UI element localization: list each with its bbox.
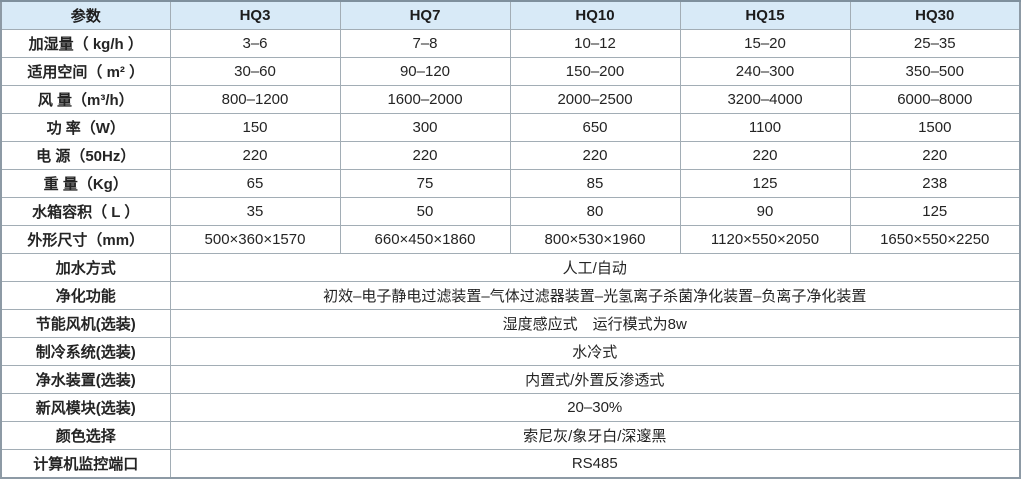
cell-value-span: 初效–电子静电过滤装置–气体过滤器装置–光氢离子杀菌净化装置–负离子净化装置 [169,281,1021,310]
row-label: 适用空间（ m² ） [0,57,171,86]
cell-value: 1100 [679,113,851,142]
row-label: 净化功能 [0,281,171,310]
cell-value: 85 [509,169,681,198]
row-label: 制冷系统(选装) [0,337,171,366]
cell-value: 90 [679,197,851,226]
cell-value-span: 索尼灰/象牙白/深邃黑 [169,421,1021,450]
cell-value: 350–500 [849,57,1021,86]
cell-value: 25–35 [849,29,1021,58]
cell-value: 238 [849,169,1021,198]
cell-value: 800×530×1960 [509,225,681,254]
table-row-applicable-space: 适用空间（ m² ） 30–60 90–120 150–200 240–300 … [0,57,1021,86]
table-row-humidification: 加湿量（ kg/h ） 3–6 7–8 10–12 15–20 25–35 [0,29,1021,58]
row-label: 外形尺寸（mm） [0,225,171,254]
row-label: 净水装置(选装) [0,365,171,394]
column-header-hq15: HQ15 [679,0,851,30]
cell-value: 1120×550×2050 [679,225,851,254]
header-row: 参数 HQ3 HQ7 HQ10 HQ15 HQ30 [0,0,1021,30]
cell-value: 7–8 [339,29,511,58]
cell-value: 220 [849,141,1021,170]
cell-value: 240–300 [679,57,851,86]
cell-value: 50 [339,197,511,226]
table-row-dimensions: 外形尺寸（mm） 500×360×1570 660×450×1860 800×5… [0,225,1021,254]
column-header-hq3: HQ3 [169,0,341,30]
cell-value: 125 [849,197,1021,226]
row-label: 加水方式 [0,253,171,282]
row-label: 节能风机(选装) [0,309,171,338]
cell-value: 15–20 [679,29,851,58]
column-header-hq7: HQ7 [339,0,511,30]
table-header: 参数 HQ3 HQ7 HQ10 HQ15 HQ30 [0,0,1021,30]
cell-value: 220 [339,141,511,170]
row-label: 重 量（Kg） [0,169,171,198]
row-label: 加湿量（ kg/h ） [0,29,171,58]
cell-value: 500×360×1570 [169,225,341,254]
row-label: 电 源（50Hz） [0,141,171,170]
table-row-cooling-system: 制冷系统(选装) 水冷式 [0,337,1021,366]
cell-value: 3200–4000 [679,85,851,114]
table-body: 加湿量（ kg/h ） 3–6 7–8 10–12 15–20 25–35 适用… [0,29,1021,479]
cell-value: 150–200 [509,57,681,86]
column-header-param: 参数 [0,0,171,30]
cell-value: 650 [509,113,681,142]
cell-value: 1600–2000 [339,85,511,114]
cell-value: 800–1200 [169,85,341,114]
cell-value: 220 [169,141,341,170]
table-row-water-filling: 加水方式 人工/自动 [0,253,1021,282]
cell-value: 80 [509,197,681,226]
table-row-monitoring-port: 计算机监控端口 RS485 [0,449,1021,479]
table-row-energy-saving-fan: 节能风机(选装) 湿度感应式 运行模式为8w [0,309,1021,338]
cell-value: 6000–8000 [849,85,1021,114]
cell-value: 30–60 [169,57,341,86]
cell-value-span: 水冷式 [169,337,1021,366]
table-row-power-supply: 电 源（50Hz） 220 220 220 220 220 [0,141,1021,170]
cell-value: 75 [339,169,511,198]
cell-value: 2000–2500 [509,85,681,114]
cell-value: 1650×550×2250 [849,225,1021,254]
row-label: 风 量（m³/h） [0,85,171,114]
cell-value-span: 20–30% [169,393,1021,422]
table-row-power: 功 率（W） 150 300 650 1100 1500 [0,113,1021,142]
cell-value: 150 [169,113,341,142]
row-label: 功 率（W） [0,113,171,142]
table-row-color-options: 颜色选择 索尼灰/象牙白/深邃黑 [0,421,1021,450]
row-label: 新风模块(选装) [0,393,171,422]
cell-value: 125 [679,169,851,198]
table-row-fresh-air-module: 新风模块(选装) 20–30% [0,393,1021,422]
row-label: 颜色选择 [0,421,171,450]
table-row-purification: 净化功能 初效–电子静电过滤装置–气体过滤器装置–光氢离子杀菌净化装置–负离子净… [0,281,1021,310]
table-row-tank-capacity: 水箱容积（ L ） 35 50 80 90 125 [0,197,1021,226]
cell-value: 1500 [849,113,1021,142]
cell-value-span: 湿度感应式 运行模式为8w [169,309,1021,338]
row-label: 计算机监控端口 [0,449,171,479]
cell-value: 220 [679,141,851,170]
column-header-hq10: HQ10 [509,0,681,30]
cell-value: 90–120 [339,57,511,86]
cell-value: 220 [509,141,681,170]
table-row-air-volume: 风 量（m³/h） 800–1200 1600–2000 2000–2500 3… [0,85,1021,114]
table-row-water-purifier: 净水装置(选装) 内置式/外置反渗透式 [0,365,1021,394]
cell-value: 35 [169,197,341,226]
cell-value-span: 内置式/外置反渗透式 [169,365,1021,394]
table-row-weight: 重 量（Kg） 65 75 85 125 238 [0,169,1021,198]
cell-value-span: RS485 [169,449,1021,479]
cell-value: 300 [339,113,511,142]
column-header-hq30: HQ30 [849,0,1021,30]
cell-value: 10–12 [509,29,681,58]
row-label: 水箱容积（ L ） [0,197,171,226]
cell-value: 65 [169,169,341,198]
cell-value-span: 人工/自动 [169,253,1021,282]
cell-value: 660×450×1860 [339,225,511,254]
spec-table: 参数 HQ3 HQ7 HQ10 HQ15 HQ30 加湿量（ kg/h ） 3–… [0,0,1021,479]
cell-value: 3–6 [169,29,341,58]
